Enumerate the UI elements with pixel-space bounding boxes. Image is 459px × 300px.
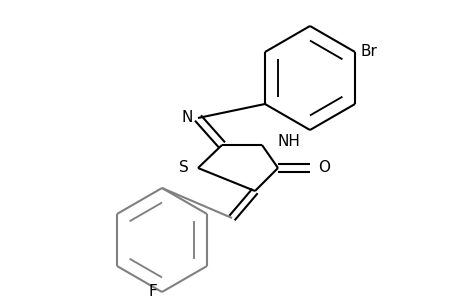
- Text: Br: Br: [359, 44, 376, 59]
- Text: F: F: [148, 284, 157, 299]
- Text: S: S: [179, 160, 189, 175]
- Text: NH: NH: [277, 134, 300, 148]
- Text: N: N: [181, 110, 193, 125]
- Text: O: O: [317, 160, 329, 175]
